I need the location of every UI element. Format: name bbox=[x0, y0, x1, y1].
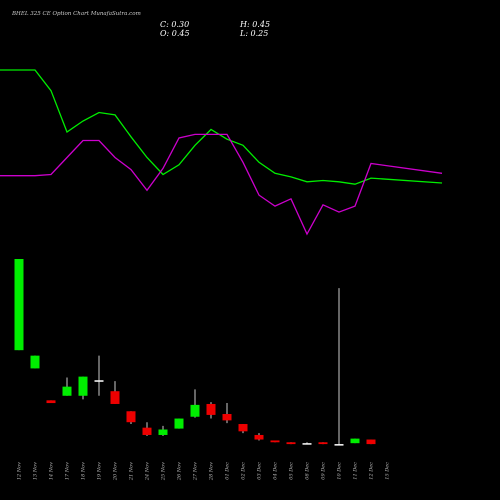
candle-8 bbox=[126, 411, 136, 425]
candle-21 bbox=[334, 288, 344, 446]
candle-body bbox=[142, 427, 152, 435]
candle-body bbox=[286, 442, 296, 445]
candle-body bbox=[110, 391, 120, 404]
candle-body bbox=[318, 442, 328, 445]
series-line-1 bbox=[0, 69, 443, 185]
x-tick-label: 09 Dec bbox=[321, 462, 327, 480]
x-tick-label: 21 Nov bbox=[129, 462, 135, 481]
candle-body bbox=[158, 429, 168, 435]
x-tick-label: 13 Nov bbox=[33, 462, 39, 480]
candle-body bbox=[254, 434, 264, 440]
candle-body bbox=[126, 411, 136, 423]
candle-body bbox=[366, 439, 376, 445]
candle-body bbox=[222, 414, 232, 421]
candle-4 bbox=[62, 377, 72, 396]
x-tick-label: 18 Nov bbox=[81, 462, 87, 480]
close-value: C: 0.30 bbox=[160, 20, 189, 29]
x-tick-label: 12 Dec bbox=[369, 462, 375, 480]
x-tick-label: 15 Dec bbox=[385, 462, 391, 480]
candle-5 bbox=[78, 376, 88, 400]
candle-6 bbox=[94, 355, 104, 396]
candle-14 bbox=[222, 403, 232, 424]
candle-body bbox=[94, 380, 104, 382]
open-value: O: 0.45 bbox=[160, 29, 190, 38]
x-tick-label: 28 Nov bbox=[209, 462, 215, 481]
candle-20 bbox=[318, 442, 328, 445]
candle-19 bbox=[302, 442, 312, 445]
candle-body bbox=[270, 440, 280, 443]
x-tick-label: 10 Dec bbox=[337, 462, 343, 480]
candle-body bbox=[30, 355, 40, 369]
x-tick-label: 08 Dec bbox=[305, 462, 311, 480]
candle-3 bbox=[46, 400, 56, 404]
x-tick-label: 26 Nov bbox=[177, 462, 183, 481]
candle-13 bbox=[206, 402, 216, 419]
x-tick-label: 25 Nov bbox=[161, 462, 167, 481]
x-tick-label: 14 Nov bbox=[49, 462, 55, 480]
candle-16 bbox=[254, 433, 264, 441]
x-tick-label: 27 Nov bbox=[193, 462, 199, 481]
candle-11 bbox=[174, 418, 184, 429]
candle-body bbox=[334, 444, 344, 446]
x-tick-label: 11 Dec bbox=[353, 462, 359, 480]
candle-1 bbox=[14, 259, 24, 351]
x-tick-label: 05 Dec bbox=[289, 462, 295, 480]
candlesticks bbox=[14, 259, 376, 446]
chart-title: BHEL 325 CE Option Chart MunafaSutra.com bbox=[11, 11, 141, 17]
indicator-lines bbox=[0, 69, 443, 236]
candle-body bbox=[46, 400, 56, 404]
x-tick-label: 12 Nov bbox=[17, 462, 23, 480]
x-axis-ticks: 12 Nov 13 Nov 14 Nov 17 Nov 18 Nov 19 Nov 20 N… bbox=[17, 462, 391, 481]
candle-10 bbox=[158, 425, 168, 436]
candle-body bbox=[174, 418, 184, 429]
x-tick-label: 01 Dec bbox=[225, 462, 231, 480]
candle-12 bbox=[190, 389, 200, 418]
candle-18 bbox=[286, 442, 296, 445]
candle-15 bbox=[238, 424, 248, 434]
candle-7 bbox=[110, 381, 120, 404]
candle-23 bbox=[366, 439, 376, 445]
high-value: H: 0.45 bbox=[239, 20, 270, 29]
candle-body bbox=[78, 376, 88, 396]
candle-body bbox=[350, 438, 360, 444]
x-tick-label: 19 Nov bbox=[97, 462, 103, 480]
x-tick-label: 04 Dec bbox=[273, 462, 279, 480]
candle-body bbox=[62, 386, 72, 396]
candle-2 bbox=[30, 355, 40, 369]
x-tick-label: 24 Nov bbox=[145, 462, 151, 481]
candle-body bbox=[190, 404, 200, 417]
candle-22 bbox=[350, 438, 360, 444]
x-tick-label: 20 Nov bbox=[113, 462, 119, 481]
candle-body bbox=[14, 259, 24, 351]
candle-body bbox=[302, 443, 312, 445]
candle-9 bbox=[142, 422, 152, 436]
candle-17 bbox=[270, 440, 280, 443]
series-line-2 bbox=[0, 133, 443, 236]
x-tick-label: 02 Dec bbox=[241, 462, 247, 480]
x-tick-label: 17 Nov bbox=[65, 462, 71, 480]
candle-body bbox=[238, 424, 248, 432]
candle-body bbox=[206, 403, 216, 415]
low-value: L: 0.25 bbox=[239, 29, 268, 38]
x-tick-label: 03 Dec bbox=[257, 462, 263, 480]
